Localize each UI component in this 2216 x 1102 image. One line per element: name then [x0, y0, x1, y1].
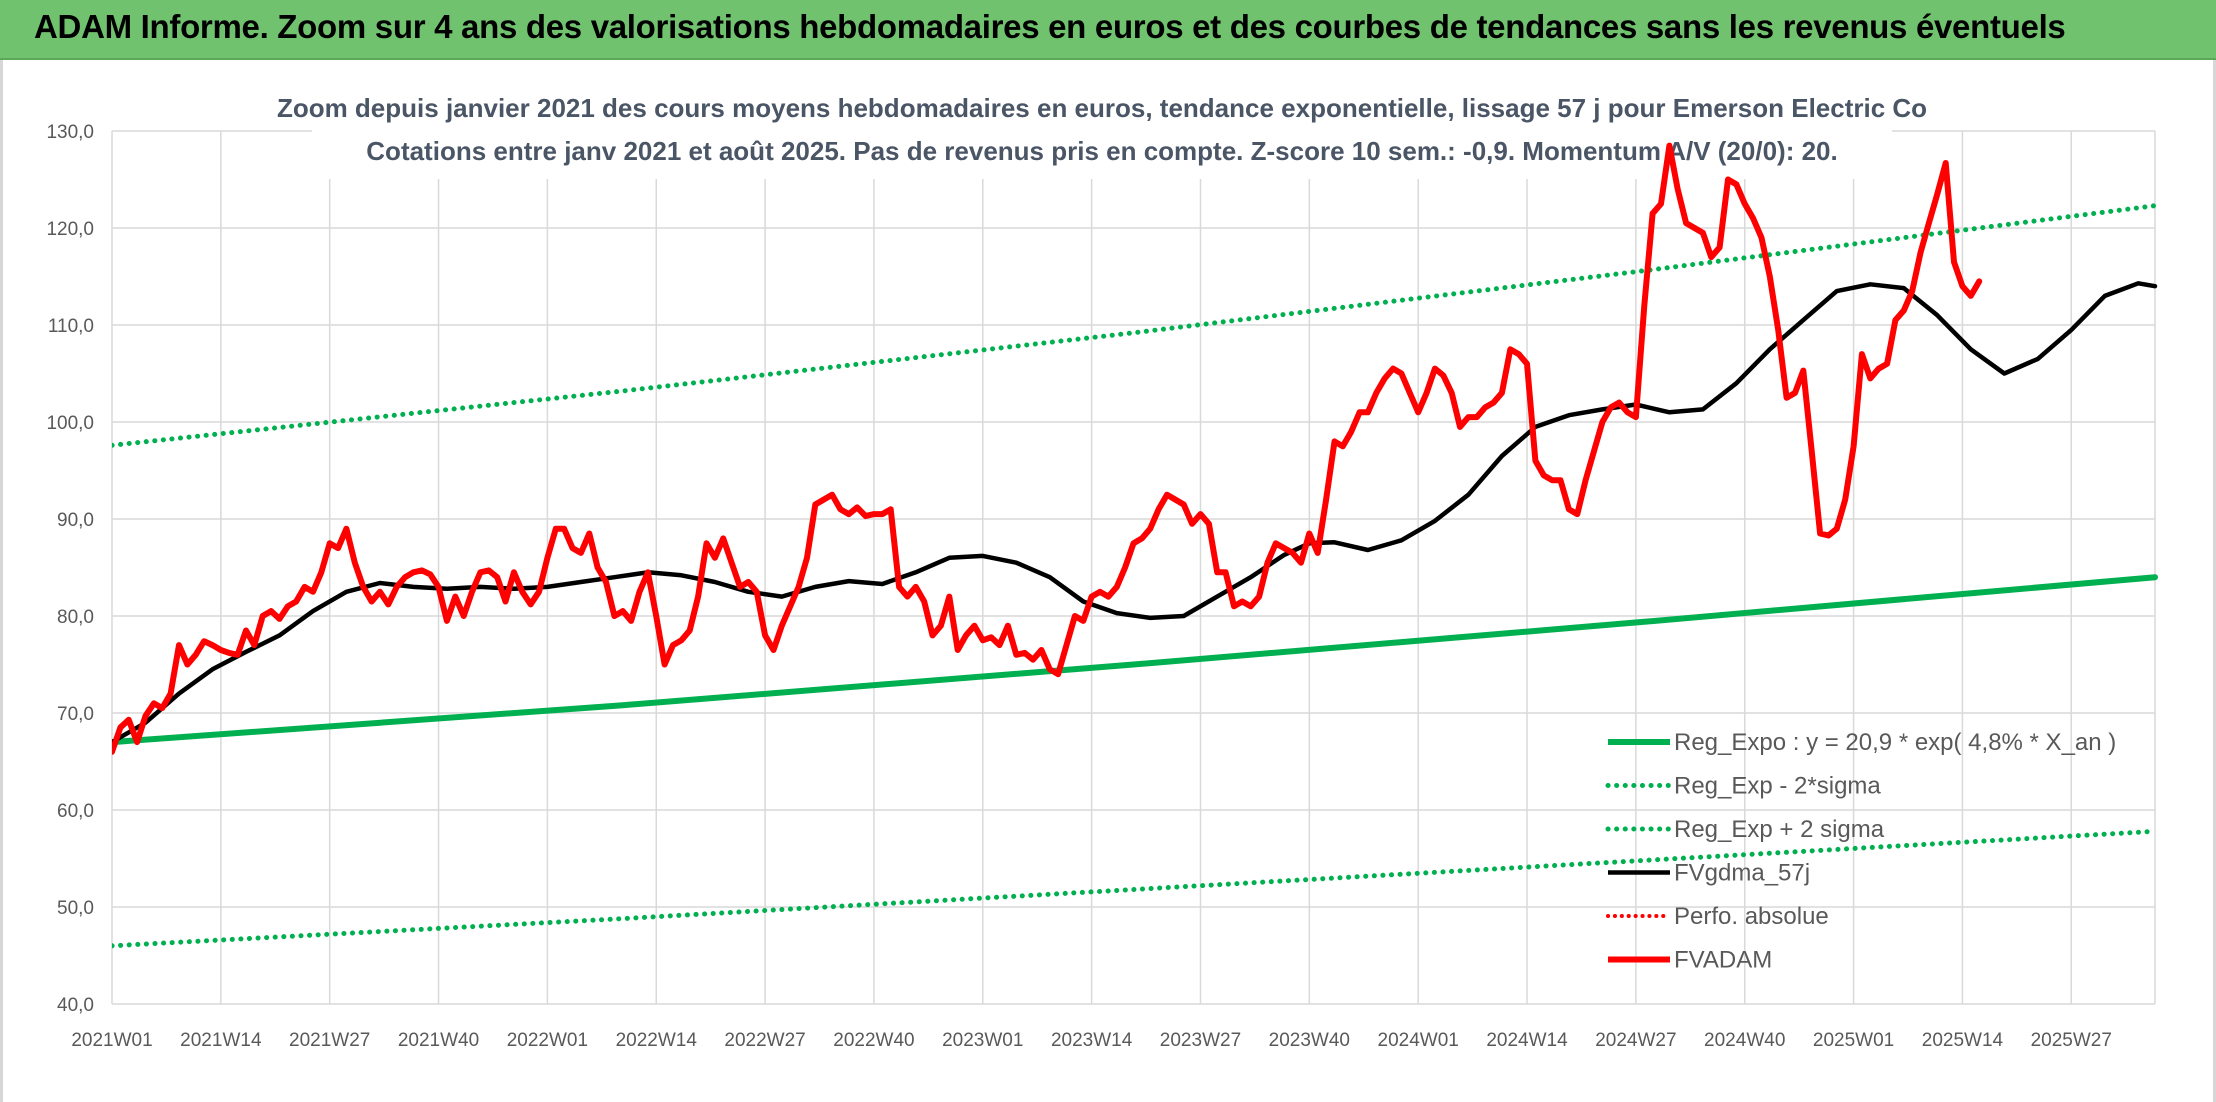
x-tick-label: 2025W14 — [1922, 1030, 2004, 1051]
chart-frame — [0, 60, 2216, 1102]
y-tick-label: 90,0 — [57, 510, 94, 531]
legend-label: Perfo. absolue — [1674, 903, 1829, 930]
series-line-0 — [112, 574, 2158, 746]
legend-label: Reg_Exp + 2 sigma — [1674, 816, 1885, 843]
x-tick-label: 2021W27 — [289, 1030, 370, 1051]
y-tick-label: 80,0 — [57, 607, 94, 628]
y-tick-label: 40,0 — [57, 995, 94, 1016]
legend-label: FVgdma_57j — [1674, 860, 1810, 887]
y-tick-label: 60,0 — [57, 801, 94, 822]
x-tick-label: 2024W14 — [1486, 1030, 1568, 1051]
x-tick-label: 2022W14 — [616, 1030, 698, 1051]
x-tick-label: 2024W01 — [1378, 1030, 1459, 1051]
series-line-5 — [112, 142, 1983, 755]
x-tick-label: 2021W40 — [398, 1030, 479, 1051]
x-tick-label: 2023W01 — [942, 1030, 1023, 1051]
y-axis-ticks: 40,0 50,0 60,0 70,0 80,0 90,0 100,0 110,0 120,0 1… — [46, 122, 94, 1016]
series-line-1 — [112, 828, 2158, 949]
x-tick-label: 2021W14 — [180, 1030, 262, 1051]
y-tick-label: 130,0 — [46, 122, 94, 143]
report-banner: ADAM Informe. Zoom sur 4 ans des valoris… — [0, 0, 2216, 60]
x-axis-ticks: 2021W01 2021W14 2021W27 2021W40 2022W01 2022W… — [71, 1030, 2112, 1051]
series-line-2 — [112, 203, 2158, 448]
x-tick-label: 2023W14 — [1051, 1030, 1133, 1051]
legend-label: Reg_Expo : y = 20,9 * exp( 4,8% * X_an ) — [1674, 729, 2116, 756]
x-tick-label: 2023W27 — [1160, 1030, 1241, 1051]
x-tick-label: 2025W27 — [2031, 1030, 2112, 1051]
report-title: ADAM Informe. Zoom sur 4 ans des valoris… — [34, 8, 2066, 45]
x-tick-label: 2023W40 — [1269, 1030, 1350, 1051]
title-backdrop — [312, 84, 1892, 179]
y-tick-label: 70,0 — [57, 704, 94, 725]
x-tick-label: 2024W27 — [1595, 1030, 1676, 1051]
series-lines — [112, 142, 2158, 949]
x-tick-label: 2024W40 — [1704, 1030, 1785, 1051]
y-tick-label: 50,0 — [57, 898, 94, 919]
y-tick-label: 120,0 — [46, 219, 94, 240]
legend-label: Reg_Exp - 2*sigma — [1674, 773, 1881, 800]
x-tick-label: 2022W40 — [833, 1030, 914, 1051]
legend: Reg_Expo : y = 20,9 * exp( 4,8% * X_an )… — [1605, 729, 2116, 974]
grid-lines — [111, 130, 2156, 1005]
chart-subtitle: Cotations entre janv 2021 et août 2025. … — [366, 136, 1837, 166]
x-tick-label: 2025W01 — [1813, 1030, 1894, 1051]
y-tick-label: 100,0 — [46, 413, 94, 434]
x-tick-label: 2022W27 — [724, 1030, 805, 1051]
legend-label: FVADAM — [1674, 947, 1772, 974]
x-tick-label: 2021W01 — [71, 1030, 152, 1051]
series-line-3 — [112, 281, 2158, 745]
chart-title: Zoom depuis janvier 2021 des cours moyen… — [277, 93, 1927, 123]
x-tick-label: 2022W01 — [507, 1030, 588, 1051]
y-tick-label: 110,0 — [48, 316, 94, 337]
